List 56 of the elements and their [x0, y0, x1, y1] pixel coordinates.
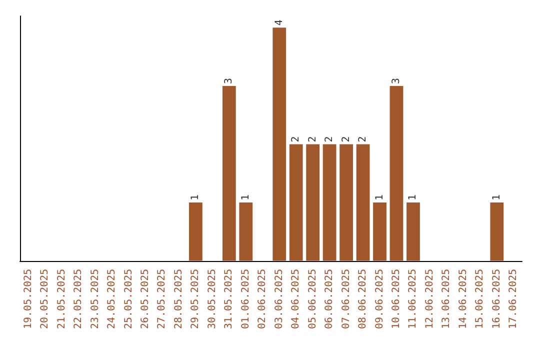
x-tick-label: 10.06.2025: [391, 268, 402, 330]
x-tick-label: 03.06.2025: [274, 268, 285, 330]
x-tick-label: 11.06.2025: [408, 268, 419, 330]
bar: [373, 202, 386, 261]
x-tick-label: 24.05.2025: [106, 268, 118, 330]
x-tick-label: 17.06.2025: [508, 268, 520, 330]
data-label: 1: [408, 194, 419, 201]
data-label: 2: [358, 136, 369, 142]
x-tick-label: 02.06.2025: [257, 268, 268, 330]
x-tick-label: 28.05.2025: [173, 268, 184, 330]
x-tick-label: 25.05.2025: [123, 268, 134, 330]
x-tick-label: 21.05.2025: [56, 268, 68, 330]
x-tick-label: 27.05.2025: [156, 268, 168, 330]
x-tick-label: 01.06.2025: [240, 268, 252, 330]
bar: [289, 144, 303, 261]
x-tick-label: 22.05.2025: [73, 268, 84, 330]
x-tick-label: 12.06.2025: [424, 268, 436, 330]
x-tick-label: 05.06.2025: [307, 268, 318, 330]
x-tick-label: 31.05.2025: [224, 268, 235, 330]
x-tick-label: 19.05.2025: [22, 268, 34, 330]
bar: [239, 202, 253, 261]
bar: [272, 28, 286, 261]
bar: [490, 202, 504, 261]
data-label: 1: [491, 194, 502, 201]
data-label: 1: [190, 194, 202, 201]
data-label: 1: [374, 194, 386, 201]
x-tick-label: 20.05.2025: [40, 268, 51, 330]
x-tick-label: 29.05.2025: [190, 268, 202, 330]
x-tick-label: 09.06.2025: [374, 268, 386, 330]
data-label: 4: [274, 20, 285, 26]
data-label: 2: [340, 136, 352, 142]
bar: [356, 144, 370, 261]
x-tick-label: 14.06.2025: [458, 268, 469, 330]
x-tick-label: 06.06.2025: [324, 268, 336, 330]
bar: [340, 144, 353, 261]
bar: [322, 144, 336, 261]
x-tick-label: 26.05.2025: [140, 268, 151, 330]
bar: [406, 202, 420, 261]
data-label: 1: [240, 194, 252, 201]
data-label: 2: [324, 136, 336, 142]
x-tick-label: 15.06.2025: [474, 268, 486, 330]
data-label: 3: [224, 78, 235, 84]
x-tick-label: 07.06.2025: [340, 268, 352, 330]
data-label: 2: [307, 136, 318, 142]
bar: [189, 202, 202, 261]
bar: [390, 86, 404, 261]
x-tick-label: 23.05.2025: [90, 268, 101, 330]
data-label: 3: [391, 78, 402, 84]
x-tick-label: 04.06.2025: [290, 268, 302, 330]
x-tick-label: 16.06.2025: [491, 268, 502, 330]
bar: [306, 144, 320, 261]
data-label: 2: [290, 136, 302, 142]
x-tick-label: 08.06.2025: [358, 268, 369, 330]
x-tick-label: 13.06.2025: [441, 268, 452, 330]
bar: [222, 86, 236, 261]
x-tick-label: 30.05.2025: [206, 268, 218, 330]
